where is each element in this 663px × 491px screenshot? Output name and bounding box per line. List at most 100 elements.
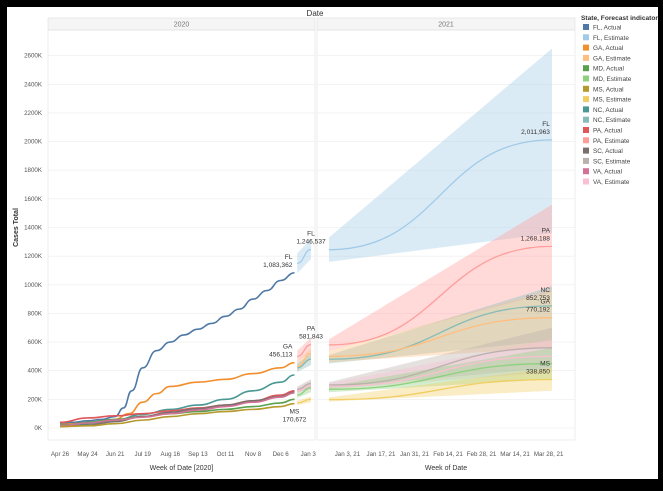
annotation-value: 456,113	[269, 352, 293, 359]
panel-frame-2020	[47, 29, 316, 441]
x-tick-label: Apr 26	[51, 451, 70, 458]
x-tick-label: Mar 28, 21	[534, 451, 564, 458]
legend-label: MD, Actual	[593, 66, 624, 73]
annotation-value: 581,843	[299, 334, 323, 341]
legend-swatch	[583, 54, 589, 61]
legend-label: FL, Estimate	[593, 35, 629, 42]
annotation-value: 170,672	[283, 417, 307, 424]
series-line-sc-estimate	[297, 382, 312, 390]
x-tick-label: Feb 28, 21	[467, 451, 497, 458]
legend-label: MS, Estimate	[593, 97, 631, 104]
panel-frame-2021	[316, 29, 576, 441]
legend-label: FL, Actual	[593, 25, 621, 32]
legend-label: PA, Estimate	[593, 138, 630, 145]
series-line-va-estimate	[328, 355, 552, 388]
annotation-value: 1,268,188	[521, 235, 551, 242]
legend-label: NC, Actual	[593, 107, 623, 114]
annotation-state: FL	[285, 254, 293, 261]
series-line-sc-estimate	[328, 347, 552, 386]
legend-label: PA, Actual	[593, 128, 622, 135]
legend-swatch	[583, 34, 589, 41]
legend-swatch	[583, 178, 589, 185]
chart-background	[7, 7, 658, 479]
series-line-ms-estimate	[297, 398, 312, 404]
y-tick-label: 2600K	[24, 53, 43, 60]
series-line-va-actual	[59, 392, 295, 427]
legend-swatch	[583, 137, 589, 144]
series-line-ga-estimate	[297, 352, 312, 368]
series-line-pa-estimate	[297, 344, 312, 358]
legend-label: VA, Actual	[593, 169, 622, 176]
y-tick-label: 0K	[34, 425, 42, 432]
annotation-value: 852,753	[526, 295, 550, 302]
series-line-fl-actual	[59, 272, 295, 425]
annotation-state: FL	[542, 121, 550, 128]
legend-swatch	[583, 75, 589, 82]
y-tick-label: 1600K	[24, 196, 43, 203]
annotation-value: 2,011,963	[521, 129, 550, 136]
legend-swatch	[583, 168, 589, 175]
legend-title: State, Forecast indicator	[581, 15, 658, 22]
panel-header-label-2021: 2021	[438, 22, 454, 29]
series-line-ga-estimate	[328, 317, 552, 358]
y-tick-label: 1800K	[24, 167, 43, 174]
x-tick-label: Mar 14, 21	[500, 451, 530, 458]
y-tick-label: 800K	[28, 310, 43, 317]
x-axis-label: Week of Date [2020]	[150, 465, 214, 472]
series-line-ms-estimate	[328, 378, 552, 401]
legend-label: MS, Actual	[593, 86, 624, 93]
y-tick-label: 1200K	[24, 253, 43, 260]
x-tick-label: Jan 31, 21	[400, 451, 429, 458]
annotation-state: PA	[307, 326, 316, 333]
annotation-state: GA	[283, 344, 293, 351]
legend-swatch	[583, 106, 589, 113]
x-tick-label: Nov 8	[245, 451, 262, 458]
series-line-nc-estimate	[297, 358, 312, 369]
legend-swatch	[583, 24, 589, 30]
y-tick-label: 400K	[28, 368, 43, 375]
x-tick-label: Dec 6	[273, 451, 290, 458]
annotation-state: NC	[540, 287, 550, 294]
annotation-state: FL	[307, 230, 315, 237]
legend-swatch	[583, 85, 589, 92]
legend-label: SC, Estimate	[593, 158, 631, 165]
series-line-ms-actual	[59, 402, 295, 428]
annotation-value: 338,850	[526, 368, 550, 375]
x-tick-label: Oct 11	[217, 451, 235, 458]
annotation-state: MS	[290, 409, 300, 416]
series-line-va-estimate	[297, 384, 312, 392]
series-line-sc-actual	[59, 391, 295, 428]
annotation-state: MS	[540, 360, 550, 367]
legend-swatch	[583, 44, 589, 51]
chart-title: Date	[307, 9, 324, 18]
forecast-band-ms	[329, 367, 552, 402]
x-tick-label: May 24	[77, 451, 98, 458]
x-tick-label: Jan 3, 21	[335, 451, 361, 458]
legend-swatch	[583, 96, 589, 103]
series-line-fl-estimate	[328, 139, 552, 251]
y-tick-label: 200K	[28, 396, 43, 403]
x-tick-label: Sep 13	[188, 451, 208, 458]
x-axis-label: Week of Date	[425, 465, 467, 472]
y-tick-label: 1000K	[24, 282, 43, 289]
series-line-fl-estimate	[297, 248, 312, 264]
annotation-value: 1,083,362	[263, 262, 293, 269]
x-tick-label: Jun 21	[106, 451, 125, 458]
legend-label: MD, Estimate	[593, 76, 632, 83]
legend-label: GA, Actual	[593, 45, 623, 52]
legend-label: VA, Estimate	[593, 179, 630, 186]
x-tick-label: Jul 19	[134, 451, 151, 458]
forecast-band-sc	[329, 327, 552, 388]
series-line-md-estimate	[297, 387, 312, 396]
x-tick-label: Jan 3	[301, 451, 317, 458]
x-tick-label: Feb 14, 21	[433, 451, 463, 458]
forecast-band-pa	[329, 204, 552, 351]
legend-swatch	[583, 127, 589, 133]
annotation-state: PA	[542, 227, 551, 234]
legend-swatch	[583, 65, 589, 72]
annotation-state: GA	[540, 299, 550, 306]
legend-label: GA, Estimate	[593, 55, 631, 62]
x-tick-label: Aug 16	[161, 451, 181, 458]
